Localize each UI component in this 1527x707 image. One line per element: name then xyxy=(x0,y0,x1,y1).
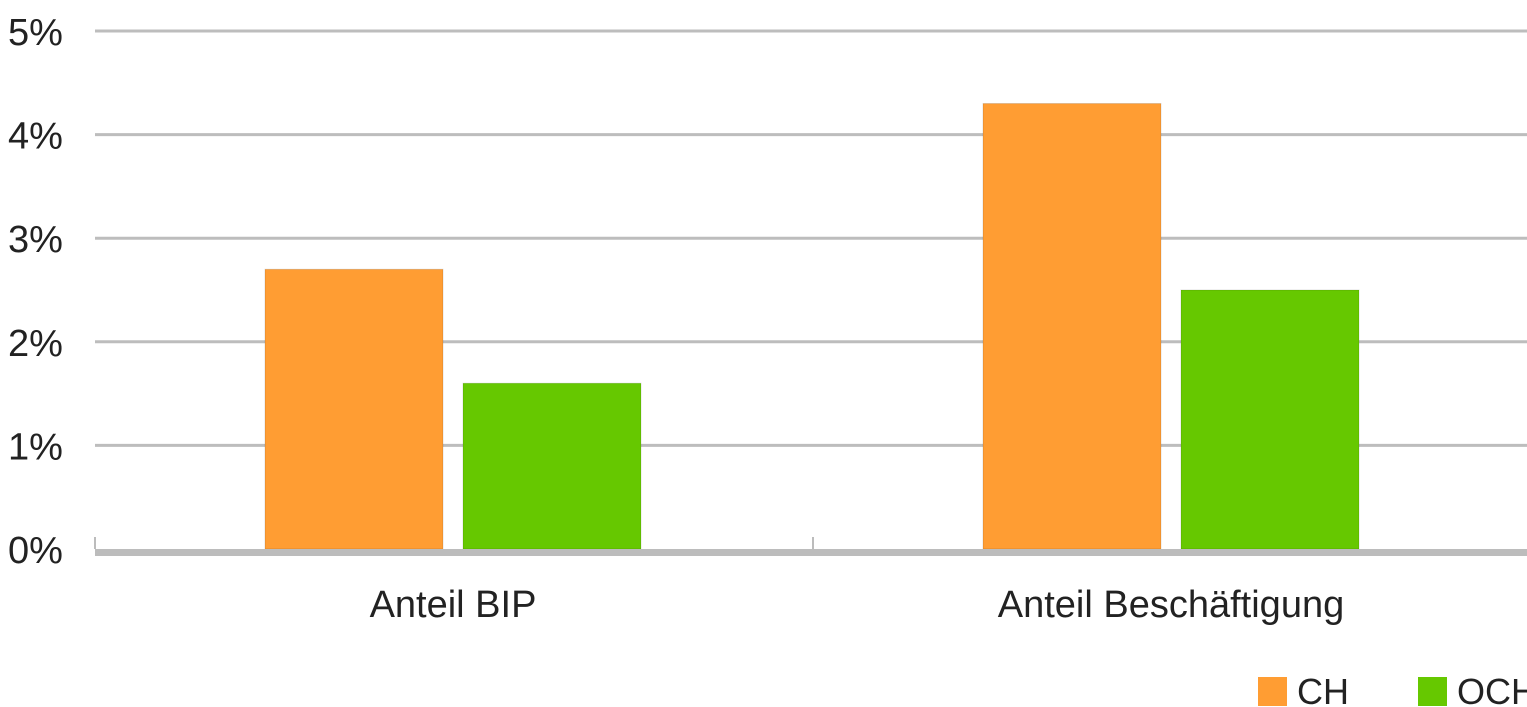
legend-swatch-ch xyxy=(1258,677,1287,706)
y-tick-label: 5% xyxy=(8,12,63,54)
x-axis-line xyxy=(95,549,1527,556)
legend-label-ch: CH xyxy=(1297,671,1349,707)
x-category-label: Anteil BIP xyxy=(370,584,537,626)
y-tick-label: 0% xyxy=(8,530,63,572)
legend-swatch-och xyxy=(1418,677,1447,706)
legend: CH OCH xyxy=(1258,671,1527,707)
bars xyxy=(264,103,1360,550)
y-tick-label: 3% xyxy=(8,219,63,261)
bar-och-1 xyxy=(1180,289,1360,550)
x-axis-category-labels: Anteil BIP Anteil Beschäftigung xyxy=(370,584,1345,626)
y-tick-label: 4% xyxy=(8,116,63,158)
bar-ch-0 xyxy=(264,268,444,550)
x-axis xyxy=(94,537,1527,556)
legend-label-och: OCH xyxy=(1457,671,1527,707)
bar-och-0 xyxy=(462,382,642,550)
y-tick-label: 1% xyxy=(8,426,63,468)
bar-ch-1 xyxy=(982,103,1162,550)
y-axis-tick-labels: 0% 1% 2% 3% 4% 5% xyxy=(8,12,63,572)
x-category-label: Anteil Beschäftigung xyxy=(998,584,1344,626)
y-tick-label: 2% xyxy=(8,323,63,365)
